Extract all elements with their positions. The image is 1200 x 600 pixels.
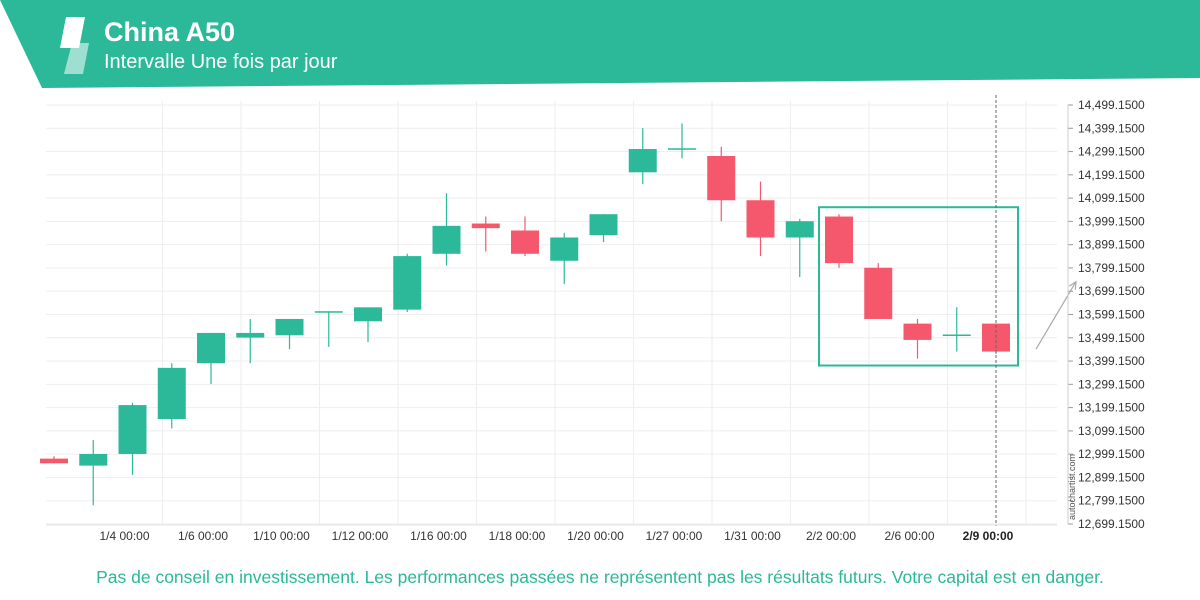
candle: [236, 318, 265, 364]
candle: [471, 216, 500, 252]
candle-body: [236, 332, 265, 338]
candle-body: [550, 237, 579, 261]
candle: [79, 440, 108, 506]
header-banner: China A50 Intervalle Une fois par jour: [0, 0, 1200, 90]
y-tick-label: 13,199.1500: [1078, 401, 1145, 415]
candle: [314, 311, 343, 347]
y-tick-label: 13,999.1500: [1078, 214, 1145, 228]
forecast-arrow-head: [1069, 280, 1077, 290]
x-tick-label: 2/9 00:00: [963, 529, 1014, 543]
x-tick-label: 1/6 00:00: [178, 529, 228, 543]
y-tick-label: 13,699.1500: [1078, 284, 1145, 298]
x-tick-label: 1/18 00:00: [489, 529, 546, 543]
x-tick-label: 1/10 00:00: [253, 529, 310, 543]
candle: [707, 146, 736, 222]
y-tick-label: 12,799.1500: [1078, 494, 1145, 508]
candle: [40, 456, 68, 464]
pattern-overlay: [818, 95, 1077, 526]
header-background: [0, 0, 1200, 88]
y-tick-label: 14,199.1500: [1078, 168, 1145, 182]
candle-body: [40, 458, 68, 464]
y-tick-label: 12,699.1500: [1078, 517, 1145, 531]
y-tick-label: 14,299.1500: [1078, 145, 1145, 159]
x-tick-label: 1/12 00:00: [332, 529, 389, 543]
candle-body: [903, 323, 932, 340]
candle: [903, 318, 932, 359]
x-tick-label: 2/6 00:00: [884, 529, 934, 543]
candle: [864, 263, 893, 319]
candle: [197, 332, 225, 385]
candle-body: [746, 200, 775, 238]
x-tick-label: 2/2 00:00: [806, 529, 856, 543]
candle-body: [275, 318, 304, 336]
candlestick-chart: 1/4 00:00 1/6 00:00 1/10 00:00 1/12 00:00 1/…: [40, 95, 1145, 543]
y-tick-label: 13,799.1500: [1078, 261, 1145, 275]
x-axis: 1/4 00:00 1/6 00:00 1/10 00:00 1/12 00:00 1/…: [46, 524, 1057, 543]
y-tick-label: 13,099.1500: [1078, 424, 1145, 438]
autochartist-logo-icon: [60, 17, 89, 74]
candle: [668, 123, 696, 159]
candle-body: [511, 230, 539, 254]
candle-body: [314, 311, 343, 313]
y-axis: 14,499.1500 14,399.1500 14,299.1500 14,199.…: [1067, 98, 1145, 531]
y-tick-label: 14,099.1500: [1078, 191, 1145, 205]
candle-body: [354, 307, 382, 322]
candle-body: [864, 267, 893, 319]
candle: [746, 181, 775, 257]
candle: [511, 216, 539, 257]
candle-body: [942, 334, 971, 337]
candle: [982, 323, 1010, 354]
candle: [628, 128, 657, 184]
candle-body: [157, 367, 186, 420]
candle: [825, 214, 853, 268]
y-tick-label: 13,299.1500: [1078, 377, 1145, 391]
x-tick-label: 1/4 00:00: [99, 529, 149, 543]
candle: [157, 363, 186, 429]
candle: [354, 307, 382, 343]
y-tick-label: 14,399.1500: [1078, 121, 1145, 135]
forecast-arrow: [1035, 281, 1077, 350]
candle-body: [589, 214, 618, 236]
x-tick-label: 1/20 00:00: [567, 529, 624, 543]
risk-disclaimer: Pas de conseil en investissement. Les pe…: [96, 567, 1104, 587]
candle-body: [118, 405, 147, 454]
candle-body: [707, 156, 736, 201]
chart-title: China A50: [104, 17, 236, 47]
candle-body: [197, 332, 225, 364]
y-tick-label: 14,499.1500: [1078, 98, 1145, 112]
candle-body: [668, 148, 696, 150]
interval-subtitle: Intervalle Une fois par jour: [104, 51, 338, 73]
candle-body: [825, 216, 853, 264]
y-tick-label: 13,899.1500: [1078, 238, 1145, 252]
candle: [275, 318, 304, 350]
x-tick-label: 1/16 00:00: [410, 529, 467, 543]
candle-body: [393, 256, 422, 310]
candle-body: [628, 149, 657, 173]
pattern-box: [818, 206, 1019, 367]
candle: [942, 307, 971, 352]
candle: [589, 214, 618, 243]
x-tick-label: 1/27 00:00: [646, 529, 703, 543]
candle-body: [785, 221, 814, 238]
candle-body: [79, 453, 108, 466]
candle: [550, 232, 579, 285]
candle: [118, 402, 147, 475]
y-tick-label: 13,399.1500: [1078, 354, 1145, 368]
candle: [785, 218, 814, 278]
y-tick-label: 12,999.1500: [1078, 447, 1145, 461]
x-tick-label: 1/31 00:00: [724, 529, 781, 543]
candle-body: [471, 223, 500, 229]
candle: [432, 193, 461, 266]
candles: [40, 123, 1010, 506]
y-tick-label: 12,899.1500: [1078, 470, 1145, 484]
candle-body: [432, 225, 461, 254]
y-tick-label: 13,499.1500: [1078, 331, 1145, 345]
watermark-text: autochartist.com: [1067, 454, 1077, 520]
y-tick-label: 13,599.1500: [1078, 308, 1145, 322]
grid-lines: [46, 101, 1057, 525]
candle: [393, 253, 422, 312]
